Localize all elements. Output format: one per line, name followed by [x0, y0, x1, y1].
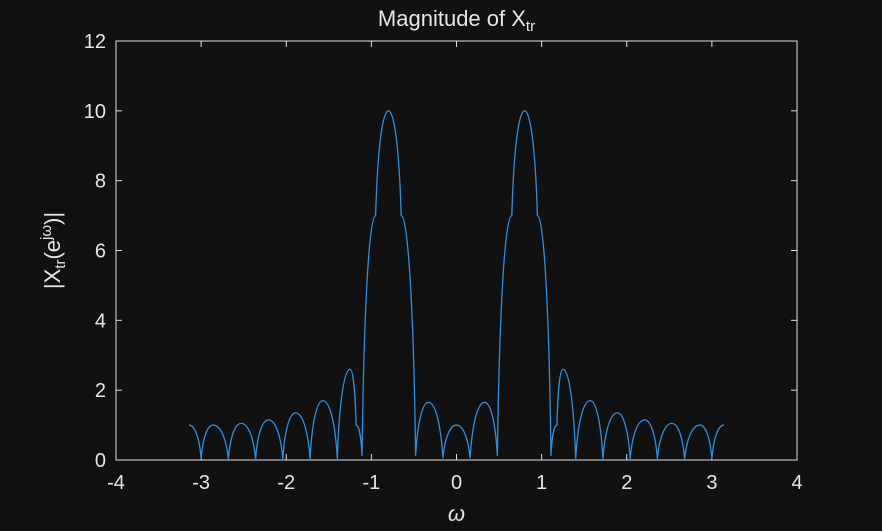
y-tick-label: 10 [84, 101, 106, 123]
x-tick-label: 2 [621, 472, 632, 494]
x-axis-label: ω [448, 501, 465, 526]
x-tick-label: 1 [536, 472, 547, 494]
title-subscript: tr [526, 18, 535, 35]
chart-title: Magnitude of Xtr [378, 6, 535, 35]
title-main: Magnitude of X [378, 6, 526, 31]
y-label-mid: (e [40, 240, 65, 260]
x-tick-label: 0 [451, 472, 462, 494]
y-axis: 0 2 4 6 8 10 12 [84, 31, 797, 472]
y-tick-label: 6 [95, 241, 106, 263]
y-tick-label: 8 [95, 171, 106, 193]
x-axis: -4 -3 -2 -1 0 1 2 3 4 [107, 41, 803, 494]
x-tick-label: -1 [362, 472, 380, 494]
y-tick-label: 12 [84, 31, 106, 53]
x-tick-label: -4 [107, 472, 125, 494]
y-label-sub: tr [52, 260, 69, 269]
axes-box [115, 40, 798, 461]
magnitude-series-line [188, 110, 725, 460]
y-tick-label: 0 [95, 450, 106, 472]
x-tick-label: -3 [192, 472, 210, 494]
y-axis-label: |Xtr(ejω)| [38, 212, 69, 289]
x-tick-label: 4 [791, 472, 802, 494]
x-tick-label: -2 [277, 472, 295, 494]
y-label-post: )| [40, 212, 65, 225]
y-label-sup: jω [38, 225, 55, 241]
y-tick-label: 4 [95, 310, 106, 332]
y-label-pre: |X [40, 268, 65, 289]
y-tick-label: 2 [95, 380, 106, 402]
series-group [188, 110, 725, 460]
x-tick-label: 3 [706, 472, 717, 494]
